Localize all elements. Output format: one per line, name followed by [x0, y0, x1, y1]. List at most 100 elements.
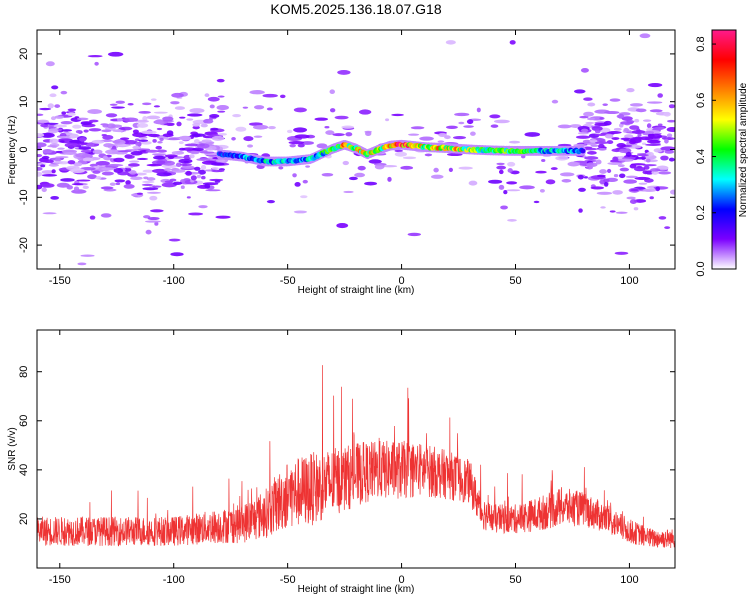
- spectrogram-cell: [606, 168, 612, 173]
- spectrogram-cell: [508, 140, 521, 144]
- spectrogram-cell: [437, 140, 445, 143]
- y-tick-label: 0: [18, 146, 30, 152]
- spectrogram-cell: [142, 102, 152, 106]
- spectrogram-cell: [150, 209, 164, 213]
- spectrogram-cell: [621, 116, 633, 121]
- spectrogram-cell: [278, 166, 284, 170]
- spectrogram-cell: [500, 205, 508, 210]
- spectrogram-cell: [192, 147, 204, 152]
- spectrogram-cell: [385, 118, 390, 122]
- spectrogram-cell: [129, 170, 137, 175]
- spectrogram-cell: [488, 179, 503, 184]
- spectrogram-cell: [242, 106, 249, 109]
- spectrogram-cell: [64, 142, 81, 148]
- spectrogram-cell: [266, 107, 273, 111]
- snr-frame: [36, 329, 676, 569]
- spectrogram-cell: [171, 150, 185, 155]
- spectrogram-cell: [130, 151, 143, 156]
- spectrogram-cell: [668, 104, 675, 109]
- spectrogram-cell: [138, 139, 149, 142]
- spectrogram-cell: [666, 133, 673, 138]
- spectrogram-cell: [113, 168, 124, 173]
- spectrogram-cell: [438, 132, 447, 138]
- spectrogram-cell: [152, 185, 162, 188]
- spectrogram-cell: [620, 121, 634, 125]
- colorbar-tick-label: 0.4: [695, 149, 707, 164]
- spectrogram-cell: [178, 141, 184, 145]
- spectrogram-cell: [468, 180, 478, 186]
- spectrogram-cell: [196, 143, 210, 149]
- spectrogram-cell: [66, 185, 73, 190]
- spectrogram-cell: [47, 128, 59, 134]
- spectrogram-cell: [648, 133, 662, 139]
- spectrogram-cell: [61, 111, 67, 115]
- spectrogram-cell: [189, 108, 205, 114]
- spectrogram-cell: [336, 223, 349, 229]
- spectrogram-cell: [150, 98, 157, 101]
- spectrogram-cell: [604, 133, 614, 139]
- spectrogram-cell: [664, 226, 671, 229]
- spectrogram-cell: [253, 135, 263, 138]
- spectrogram-cell: [613, 127, 622, 131]
- spectrogram-cell: [670, 189, 675, 195]
- spectrogram-cell: [94, 61, 99, 66]
- spectrogram-cell: [664, 149, 675, 154]
- spectrogram-cell: [660, 155, 669, 161]
- spectrogram-cell: [83, 129, 89, 133]
- spectrogram-cell: [343, 190, 354, 194]
- spectrogram-cell: [649, 196, 654, 200]
- spectrogram-cell: [153, 111, 168, 114]
- spectrogram-cell: [102, 155, 109, 160]
- x-tick-label: 50: [509, 275, 521, 287]
- spectrogram-cell: [381, 164, 398, 168]
- y-tick-label: 80: [18, 366, 30, 378]
- y-tick-label: -20: [18, 237, 30, 253]
- spectrogram-cell: [169, 178, 177, 182]
- spectrogram-cell: [111, 106, 125, 109]
- spectrogram-cell: [636, 154, 649, 157]
- spectrogram-cell: [619, 167, 630, 172]
- spectrogram-cell: [445, 40, 456, 45]
- spectrogram-cell: [140, 140, 152, 145]
- spectrogram-cell: [293, 107, 307, 113]
- spectrogram-cell: [391, 113, 404, 117]
- spectrogram-cell: [186, 118, 194, 121]
- spectrogram-cell: [607, 131, 622, 134]
- spectrogram-cell: [551, 99, 559, 104]
- spectrogram-cell: [170, 101, 180, 105]
- spectrogram-cell: [507, 219, 517, 222]
- spectrogram-cell: [154, 221, 159, 226]
- spectrogram-cell: [660, 146, 675, 151]
- spectrogram-cell: [624, 134, 634, 139]
- spectrogram-cell: [107, 163, 124, 167]
- spectrogram-cell: [341, 125, 354, 129]
- spectrogram-cell: [580, 67, 589, 73]
- spectrogram-cell: [252, 124, 269, 130]
- spectrogram-cell: [57, 147, 65, 150]
- spectrogram-cell: [196, 174, 202, 179]
- spectrogram-cell: [53, 124, 68, 128]
- spectrogram-cell: [153, 105, 161, 108]
- spectrogram-cell: [152, 138, 157, 143]
- spectrogram-cell: [159, 137, 164, 141]
- spectrogram-cell: [476, 107, 481, 113]
- spectrogram-cell: [618, 173, 626, 179]
- spectrogram-cell: [506, 189, 521, 192]
- spectrogram-cell: [105, 113, 118, 118]
- spectrogram-cell: [247, 144, 254, 148]
- snr-y-label: SNR (v/v): [7, 427, 18, 470]
- spectrogram-cell: [144, 220, 161, 223]
- spectrogram-cell: [584, 156, 599, 160]
- spectrogram-cell: [124, 167, 132, 172]
- spectrogram-cell: [603, 178, 610, 183]
- spectrogram-cell: [658, 216, 667, 220]
- spectrogram-cell: [175, 162, 182, 168]
- spectrogram-cell: [590, 186, 605, 190]
- colorbar: 0.0 0.2 0.4 0.6 0.8 Normalized spectral ampl…: [695, 29, 749, 277]
- spectrogram-cell: [490, 124, 499, 128]
- spectrogram-cell: [87, 109, 102, 115]
- spectrogram-cell: [635, 157, 647, 160]
- spectrogram-cell: [541, 158, 546, 162]
- spectrogram-cell: [143, 176, 149, 180]
- spectrogram-cell: [641, 142, 647, 145]
